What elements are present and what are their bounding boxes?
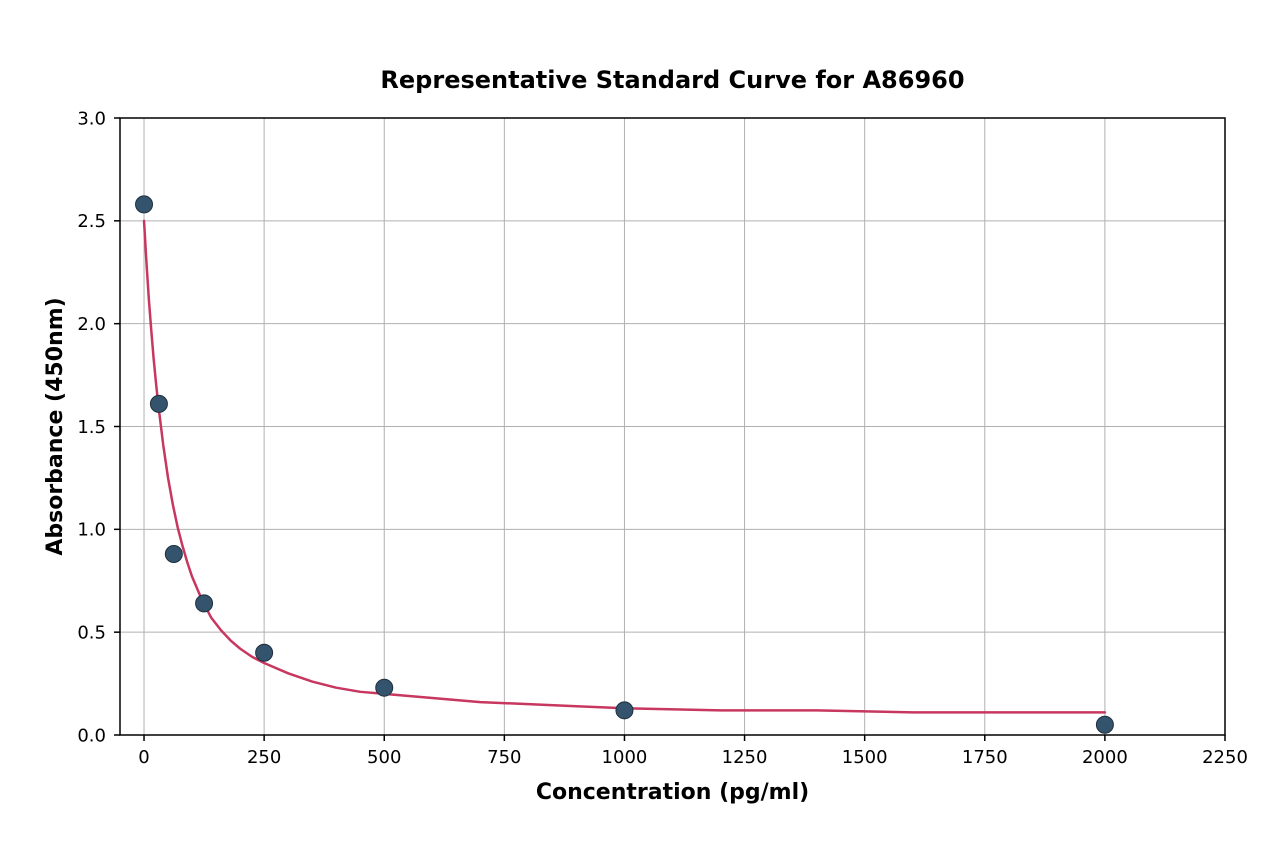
y-tick-label: 1.0 xyxy=(77,520,106,541)
x-tick-label: 2000 xyxy=(1082,747,1128,768)
data-point xyxy=(1096,716,1113,733)
y-tick-label: 2.0 xyxy=(77,314,106,335)
x-tick-label: 750 xyxy=(487,747,521,768)
chart-container: 0 250 500 750 1000 1250 1500 1750 2000 2250 0.0 0.5… xyxy=(0,0,1280,845)
data-point xyxy=(150,395,167,412)
x-axis-label: Concentration (pg/ml) xyxy=(536,780,809,805)
x-tick-label: 250 xyxy=(247,747,281,768)
data-point xyxy=(256,644,273,661)
data-point xyxy=(196,595,213,612)
x-tick-label: 2250 xyxy=(1202,747,1248,768)
x-tick-label: 500 xyxy=(367,747,401,768)
data-point xyxy=(376,679,393,696)
y-tick-label: 0.5 xyxy=(77,622,106,643)
x-tick-label: 1250 xyxy=(722,747,768,768)
y-tick-label: 3.0 xyxy=(77,108,106,129)
y-tick-label: 1.5 xyxy=(77,417,106,438)
y-axis-label: Absorbance (450nm) xyxy=(43,297,68,555)
data-point xyxy=(136,196,153,213)
data-point xyxy=(165,546,182,563)
data-point xyxy=(616,702,633,719)
x-tick-label: 0 xyxy=(138,747,149,768)
y-tick-label: 0.0 xyxy=(77,725,106,746)
x-tick-label: 1000 xyxy=(602,747,648,768)
standard-curve-chart: 0 250 500 750 1000 1250 1500 1750 2000 2250 0.0 0.5… xyxy=(0,0,1280,845)
x-tick-label: 1500 xyxy=(842,747,888,768)
chart-title: Representative Standard Curve for A86960 xyxy=(380,66,964,94)
x-tick-label: 1750 xyxy=(962,747,1008,768)
y-tick-label: 2.5 xyxy=(77,211,106,232)
